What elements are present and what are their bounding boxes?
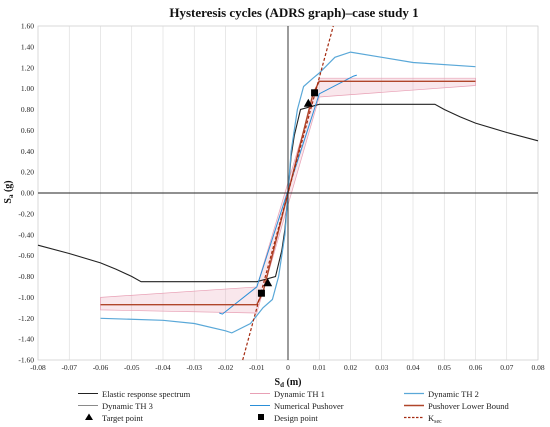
legend-swatch-target-point (85, 413, 93, 420)
x-tick-label: 0.08 (531, 363, 544, 372)
y-tick-label: 0.20 (21, 168, 34, 177)
x-tick-label: -0.07 (61, 363, 77, 372)
tick-labels: -0.08 -0.07 -0.06 -0.05 -0.04 -0.03 -0.02 -0.01… (18, 22, 544, 373)
x-tick-label: 0 (286, 363, 290, 372)
y-tick-label: -0.80 (18, 272, 34, 281)
y-tick-label: -0.20 (18, 209, 34, 218)
x-tick-label: 0.06 (469, 363, 482, 372)
x-tick-label: 0.04 (406, 363, 419, 372)
y-axis-label: Sa (g) (3, 180, 15, 203)
y-tick-label: -0.60 (18, 251, 34, 260)
y-tick-label: -1.20 (18, 314, 34, 323)
axes (38, 26, 538, 360)
legend-label-dynamic-th-2: Dynamic TH 2 (428, 389, 479, 399)
legend-swatch-design-point (258, 414, 264, 420)
x-tick-label: -0.03 (186, 363, 202, 372)
point-markers (257, 89, 319, 297)
y-tick-label: -0.40 (18, 230, 34, 239)
x-tick-label: -0.02 (218, 363, 234, 372)
legend-label-numerical-pushover: Numerical Pushover (274, 401, 344, 411)
y-tick-label: 0.00 (21, 189, 34, 198)
legend-label-target-point: Target point (102, 413, 144, 423)
legend-label-dynamic-th-3: Dynamic TH 3 (102, 401, 153, 411)
x-tick-label: 0.02 (344, 363, 357, 372)
x-tick-label: -0.04 (155, 363, 171, 372)
y-tick-label: 1.00 (21, 84, 34, 93)
target-point-marker (263, 278, 273, 287)
x-tick-label: -0.08 (30, 363, 46, 372)
x-tick-label: 0.03 (375, 363, 388, 372)
k-line (242, 25, 334, 361)
legend-label-design-point: Design point (274, 413, 318, 423)
design-point-marker (257, 289, 265, 297)
y-tick-label: 0.80 (21, 105, 34, 114)
legend-label-pushover-lower-bound: Pushover Lower Bound (428, 401, 509, 411)
y-tick-label: -1.40 (18, 335, 34, 344)
y-tick-label: 0.40 (21, 147, 34, 156)
x-tick-label: 0.07 (500, 363, 513, 372)
x-tick-label: -0.05 (124, 363, 140, 372)
legend: Elastic response spectrum Dynamic TH 1 Dyn… (78, 389, 509, 425)
y-tick-label: 0.60 (21, 126, 34, 135)
x-tick-label: 0.05 (438, 363, 451, 372)
legend-label-elastic-response-spectrum: Elastic response spectrum (102, 389, 191, 399)
y-tick-label: 1.60 (21, 22, 34, 31)
y-tick-label: 1.20 (21, 63, 34, 72)
chart-title: Hysteresis cycles (ADRS graph)–case stud… (169, 5, 418, 20)
x-tick-label: -0.01 (249, 363, 265, 372)
y-tick-label: 1.40 (21, 42, 34, 51)
legend-label-dynamic-th-1: Dynamic TH 1 (274, 389, 325, 399)
x-tick-label: -0.06 (93, 363, 109, 372)
y-tick-label: -1.60 (18, 356, 34, 365)
x-tick-label: 0.01 (313, 363, 326, 372)
target-point-marker (303, 98, 313, 107)
x-axis-label: Sd (m) (275, 377, 302, 389)
legend-label-k: Ksec (428, 413, 442, 425)
design-point-marker (311, 89, 319, 97)
y-tick-label: -1.00 (18, 293, 34, 302)
